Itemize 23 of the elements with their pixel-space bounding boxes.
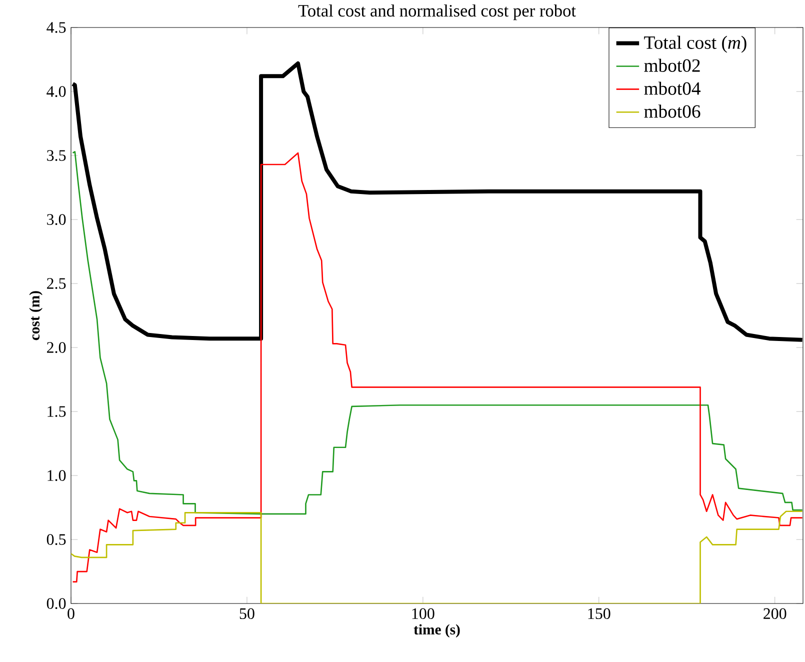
legend-label: Total cost (m) [644,36,746,53]
y-tick-label: 0.0 [46,598,66,610]
y-tick-label: 0.5 [46,534,66,546]
y-tick-label: 2.0 [47,342,66,354]
y-tick-label: 1.5 [48,406,66,418]
y-tick-label: 3.5 [47,150,66,162]
y-tick-label: 4.0 [46,86,66,98]
legend-label: mbot06 [644,104,700,118]
y-tick-label: 1.0 [48,470,66,482]
y-tick-label: 4.5 [46,22,66,34]
x-tick-label: 0 [68,608,74,620]
chart-title: Total cost and normalised cost per robot [298,4,576,20]
x-tick-label: 200 [764,608,786,620]
y-tick-label: 3.0 [47,214,66,226]
x-tick-label: 150 [588,608,610,620]
x-tick-label: 100 [412,608,434,620]
y-axis-title: cost (m) [29,291,42,340]
legend-label: mbot02 [644,58,700,72]
x-tick-label: 50 [240,608,254,620]
legend-label: mbot04 [644,82,701,96]
line-series [71,510,803,604]
x-axis-title: time (s) [414,624,460,638]
y-tick-label: 2.5 [47,278,66,290]
